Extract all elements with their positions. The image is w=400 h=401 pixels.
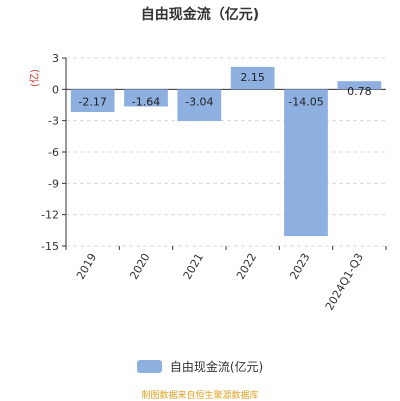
data-label: -3.04 [185, 95, 213, 108]
legend-swatch [136, 360, 162, 373]
x-tick-label: 2020 [127, 251, 152, 282]
data-labels: -2.17 -1.64 -3.04 2.15 -14.05 0.78 [78, 71, 371, 108]
chart-title: 自由现金流（亿元) [140, 7, 260, 23]
bar[interactable] [177, 89, 222, 122]
y-tick-label: -3 [48, 115, 59, 128]
y-tick-label: -12 [41, 209, 59, 222]
x-tick-label: 2019 [74, 251, 99, 282]
y-tick-label: 0 [52, 83, 59, 96]
bar[interactable] [230, 66, 275, 90]
x-tick-label: 2023 [287, 251, 312, 282]
bar[interactable] [70, 89, 115, 112]
data-label: -1.64 [132, 95, 160, 108]
bar[interactable] [284, 89, 328, 237]
data-label: -14.05 [288, 95, 323, 108]
bars [70, 66, 382, 237]
x-tick-label: 2024Q1-Q3 [323, 251, 366, 313]
y-tick-label: -9 [48, 177, 59, 190]
y-tick-label: 3 [52, 52, 59, 65]
x-tick-label: 2021 [181, 251, 206, 282]
data-label: 2.15 [240, 71, 265, 84]
y-tick-label: -6 [48, 146, 59, 159]
x-tick-label: 2022 [234, 251, 259, 282]
data-label: 0.78 [347, 85, 372, 98]
bar[interactable] [337, 81, 382, 90]
y-axis-unit-label: (亿) [28, 69, 41, 87]
data-label: -2.17 [78, 95, 106, 108]
legend[interactable]: 自由现金流(亿元) [0, 358, 400, 375]
legend-label: 自由现金流(亿元) [169, 360, 264, 374]
y-tick-label: -15 [41, 240, 59, 253]
bar[interactable] [124, 89, 168, 107]
source-note: 制图数据来自恒生聚源数据库 [141, 391, 259, 401]
axes [62, 57, 387, 250]
